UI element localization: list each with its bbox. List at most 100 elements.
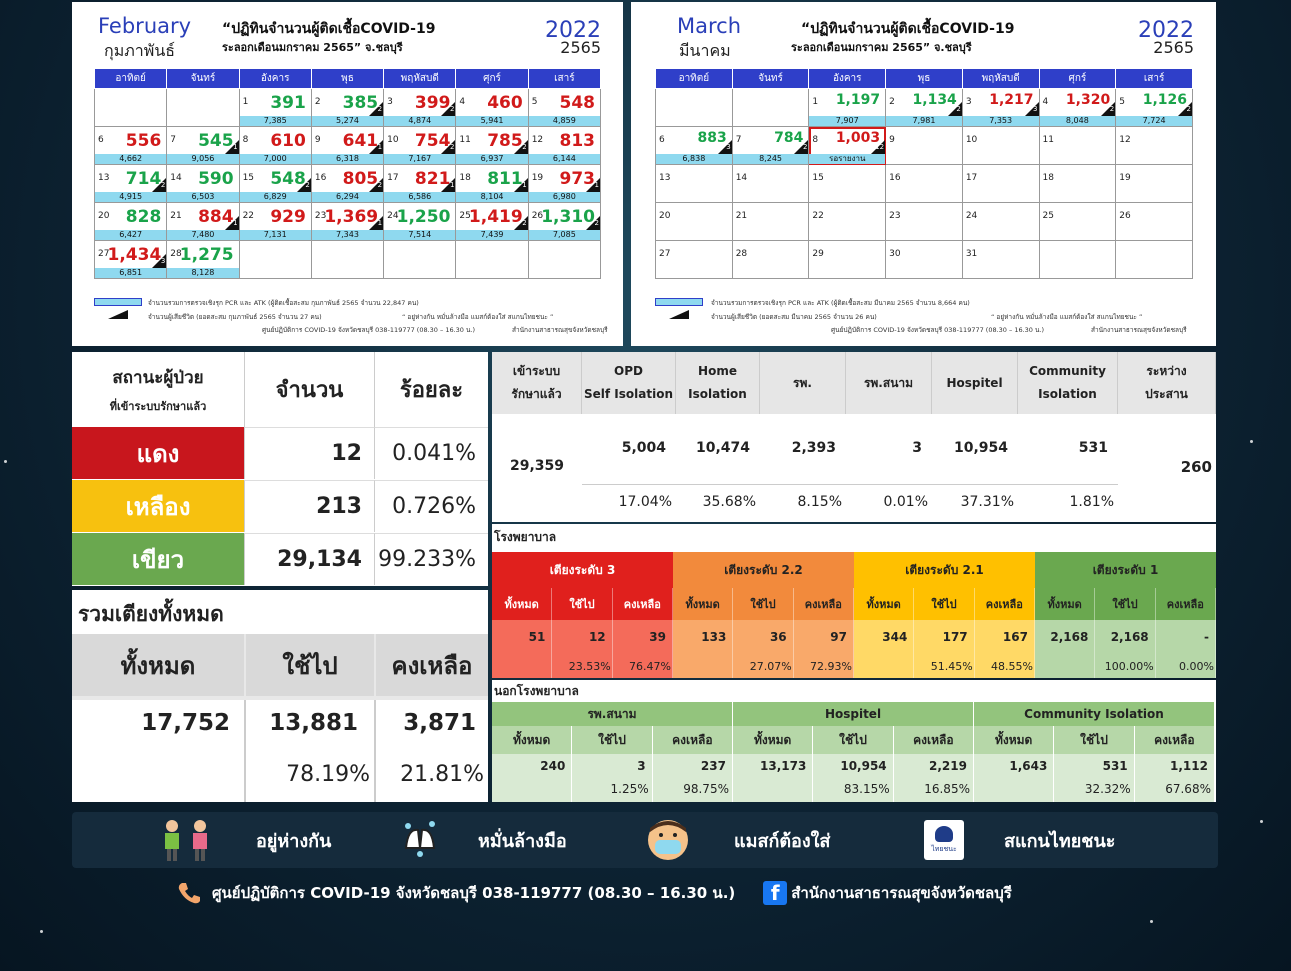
calendar-week: 13 14 15 16 17 18 19 <box>655 164 1193 203</box>
summary-value: 3 <box>912 440 922 456</box>
death-marker: 1 <box>369 216 384 230</box>
day-number: 26 <box>531 211 544 221</box>
death-marker: 12 <box>871 140 886 154</box>
calendar-week: 27 28 29 30 31 <box>655 240 1193 279</box>
daily-tests: 6,503 <box>167 192 239 202</box>
bed-col-header: ทั้งหมด <box>854 588 915 620</box>
outside-col-header: ใช้ไป <box>1054 726 1135 754</box>
day-number: 6 <box>98 135 104 145</box>
daily-deaths: 2 <box>1109 105 1115 113</box>
weekday-header: อาทิตย์ <box>655 68 733 89</box>
day-number: 14 <box>170 173 182 183</box>
day-number: 22 <box>242 211 255 221</box>
daily-deaths: 12 <box>875 143 885 151</box>
daily-deaths: 3 <box>160 257 166 265</box>
bed-col-header: ใช้ไป <box>552 588 613 620</box>
weekday-header: อังคาร <box>808 68 887 89</box>
daily-tests: 8,245 <box>732 154 809 164</box>
bed-percent: 100.00% <box>1104 660 1154 673</box>
calendar-day-cell: 19 973 6,980 1 <box>527 164 602 203</box>
legend-death-marker <box>108 310 128 319</box>
calendar-day-cell: 8 1,003 รอรายงาน 12 <box>808 126 887 165</box>
facebook-text[interactable]: สำนักงานสาธารณสุขจังหวัดชลบุรี <box>791 884 1012 902</box>
calendar-day-cell <box>310 240 385 279</box>
summary-value: 5,004 <box>621 440 666 456</box>
star-decoration <box>1260 820 1263 823</box>
daily-deaths: 2 <box>160 181 166 189</box>
calendar-day-cell: 5 548 4,859 <box>527 88 602 127</box>
outside-col-header: ใช้ไป <box>813 726 894 754</box>
summary-percent: 37.31% <box>960 494 1014 510</box>
summary-header: OPD Self Isolation <box>582 352 676 414</box>
day-number: 23 <box>889 211 901 221</box>
day-number: 7 <box>170 135 177 145</box>
daily-tests: 6,586 <box>384 192 456 202</box>
day-number: 21 <box>735 211 748 221</box>
facebook-icon[interactable]: f <box>763 881 788 905</box>
outside-value: 237 <box>652 754 733 802</box>
daily-deaths: 1 <box>233 143 238 151</box>
death-marker: 1 <box>513 178 528 192</box>
calendar-day-cell <box>93 88 168 127</box>
weekday-header: อังคาร <box>238 68 312 89</box>
outside-percent: 32.32% <box>1084 782 1131 796</box>
death-marker: 2 <box>369 102 384 116</box>
summary-percent: 17.04% <box>618 494 672 510</box>
bed-percent: 72.93% <box>810 660 852 673</box>
calendar-day-cell <box>238 240 312 279</box>
day-number: 24 <box>387 211 399 221</box>
day-number: 2 <box>314 97 321 107</box>
calendar-day-cell: 30 <box>885 240 963 279</box>
day-number: 9 <box>889 135 895 145</box>
bed-percent: 27.07% <box>749 660 792 673</box>
prevention-footer: อยู่ห่างกัน หมั่นล้างมือ แมสก์ต้องใส่ ไท… <box>72 812 1218 868</box>
bed-value: 97 <box>793 620 854 678</box>
bed-value: 177 <box>914 620 975 678</box>
bed-col-header: ใช้ไป <box>1095 588 1156 620</box>
calendar-day-cell: 1 391 7,385 <box>238 88 312 127</box>
legend-facebook: สำนักงานสาธารณสุขจังหวัดชลบุรี <box>512 326 608 334</box>
month-en: February <box>98 14 192 38</box>
bed-level-header: เตียงระดับ 1 <box>1035 552 1216 588</box>
outside-value: 1,112 <box>1134 754 1215 802</box>
daily-tests: 6,980 <box>528 192 600 202</box>
death-marker: 2 <box>296 178 311 192</box>
calendar-week: 20 828 6,427 21 884 7,480 1 22 929 7,131 23 1,369 7,… <box>93 202 602 241</box>
bed-value: 2,168 <box>1035 620 1096 678</box>
legend-contact: ศูนย์ปฏิบัติการ COVID-19 จังหวัดชลบุรี 0… <box>831 326 1045 334</box>
calendar-day-cell: 10 <box>961 126 1040 165</box>
summary-header-line1: Home <box>698 364 737 379</box>
february-calendar: February กุมภาพันธ์ “ปฏิทินจำนวนผู้ติดเช… <box>72 2 623 346</box>
summary-header: เข้าระบบ รักษาแล้ว <box>492 352 582 414</box>
handwash-label: หมั่นล้างมือ <box>478 830 567 852</box>
calendar-day-cell: 29 <box>808 240 887 279</box>
day-number: 16 <box>314 173 327 183</box>
calendar-day-cell: 12 813 6,144 <box>527 126 602 165</box>
day-number: 8 <box>242 135 249 145</box>
day-number: 31 <box>965 249 978 259</box>
daily-deaths: 2 <box>449 105 455 113</box>
death-marker: 1 <box>224 140 239 154</box>
daily-deaths: 1 <box>522 181 527 189</box>
day-number: 11 <box>459 135 471 145</box>
legend-slogan: “ อยู่ห่างกัน หมั่นล้างมือ แมสก์ต้องใส่ … <box>402 313 554 321</box>
bed-value: 12 <box>552 620 613 678</box>
calendar-week: 27 1,434 6,851 3 28 1,275 8,128 <box>93 240 602 279</box>
day-number: 27 <box>659 249 671 259</box>
day-number: 5 <box>531 97 538 107</box>
daily-tests: 8,048 <box>1039 116 1116 126</box>
outside-value: 2,219 <box>893 754 974 802</box>
legend-contact: ศูนย์ปฏิบัติการ COVID-19 จังหวัดชลบุรี 0… <box>262 326 476 334</box>
daily-cases: 1,275 <box>179 245 234 265</box>
daily-tests: 9,056 <box>167 154 239 164</box>
status-header-label: สถานะผู้ป่วย ที่เข้าระบบรักษาแล้ว <box>72 352 244 427</box>
bed-col-header: คงเหลือ <box>793 588 854 620</box>
summary-percent: 1.81% <box>1069 494 1114 510</box>
legend-swatch <box>94 298 142 306</box>
daily-tests: 5,941 <box>456 116 528 126</box>
status-header-main: สถานะผู้ป่วย <box>112 368 204 388</box>
daily-deaths: 1 <box>233 219 238 227</box>
outside-value: 1,643 <box>974 754 1055 802</box>
count-header: จำนวน <box>244 352 374 427</box>
distance-icon <box>165 820 207 861</box>
